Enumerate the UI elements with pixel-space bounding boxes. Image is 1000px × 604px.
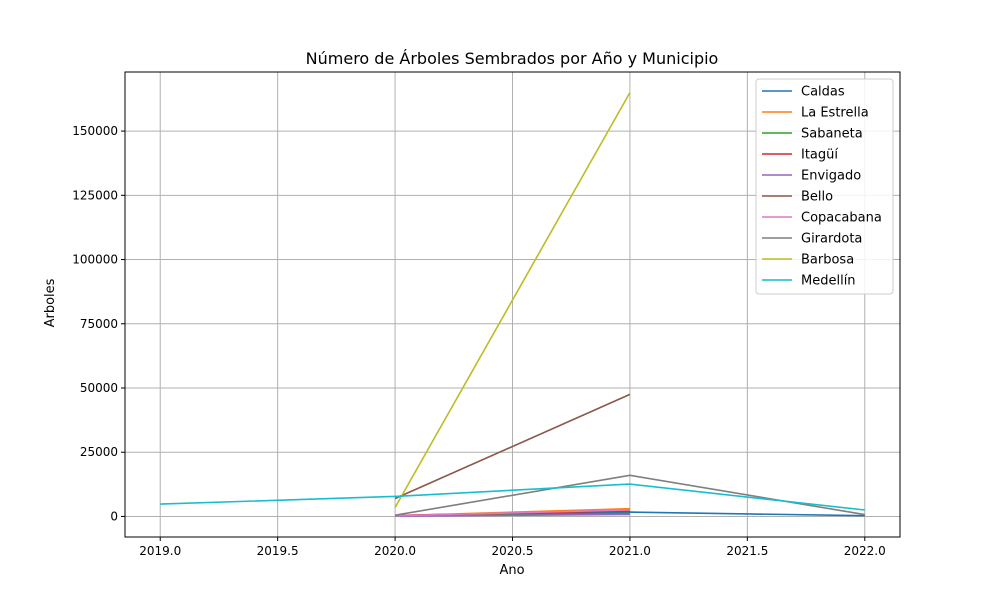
grid <box>125 72 900 537</box>
series-line-4 <box>395 513 630 517</box>
series-line-9 <box>160 483 865 511</box>
legend: Caldas La Estrella Sabaneta Itagüí Envigado B… <box>755 78 894 295</box>
y-axis-label: Arboles <box>43 278 58 327</box>
x-tick-label: 2020.5 <box>492 544 534 558</box>
legend-label: Medellín <box>801 274 856 289</box>
series-line-8 <box>394 92 631 508</box>
x-axis-ticks: 2019.0 2019.5 2020.0 2020.5 2021.0 2021.5 2022… <box>139 537 886 558</box>
x-tick-label: 2019.5 <box>257 544 299 558</box>
y-tick-label: 75000 <box>80 317 118 331</box>
x-tick-label: 2022.0 <box>844 544 886 558</box>
y-tick-label: 150000 <box>72 124 118 138</box>
x-tick-label: 2020.0 <box>374 544 416 558</box>
legend-label: Copacabana <box>801 211 882 226</box>
series-line-5 <box>394 393 631 500</box>
x-tick-label: 2021.5 <box>726 544 768 558</box>
y-tick-label: 125000 <box>72 188 118 202</box>
x-axis-label: Ano <box>499 563 524 578</box>
y-tick-label: 100000 <box>72 253 118 267</box>
chart-title: Número de Árboles Sembrados por Año y Mu… <box>306 49 719 68</box>
legend-label: Envigado <box>801 169 861 184</box>
y-tick-label: 0 <box>110 509 118 523</box>
legend-label: Caldas <box>801 85 845 100</box>
legend-label: Bello <box>801 190 833 205</box>
y-tick-label: 50000 <box>80 381 118 395</box>
legend-label: Sabaneta <box>801 127 863 142</box>
legend-label: Barbosa <box>801 253 854 268</box>
series-line-6 <box>395 509 630 517</box>
legend-label: Girardota <box>801 232 862 247</box>
legend-label: La Estrella <box>801 106 869 121</box>
series-lines <box>160 92 865 517</box>
x-tick-label: 2019.0 <box>139 544 181 558</box>
x-tick-label: 2021.0 <box>609 544 651 558</box>
y-tick-label: 25000 <box>80 445 118 459</box>
legend-label: Itagüí <box>801 148 838 163</box>
y-axis-ticks: 0 25000 50000 75000 100000 125000 150000 <box>72 124 125 523</box>
